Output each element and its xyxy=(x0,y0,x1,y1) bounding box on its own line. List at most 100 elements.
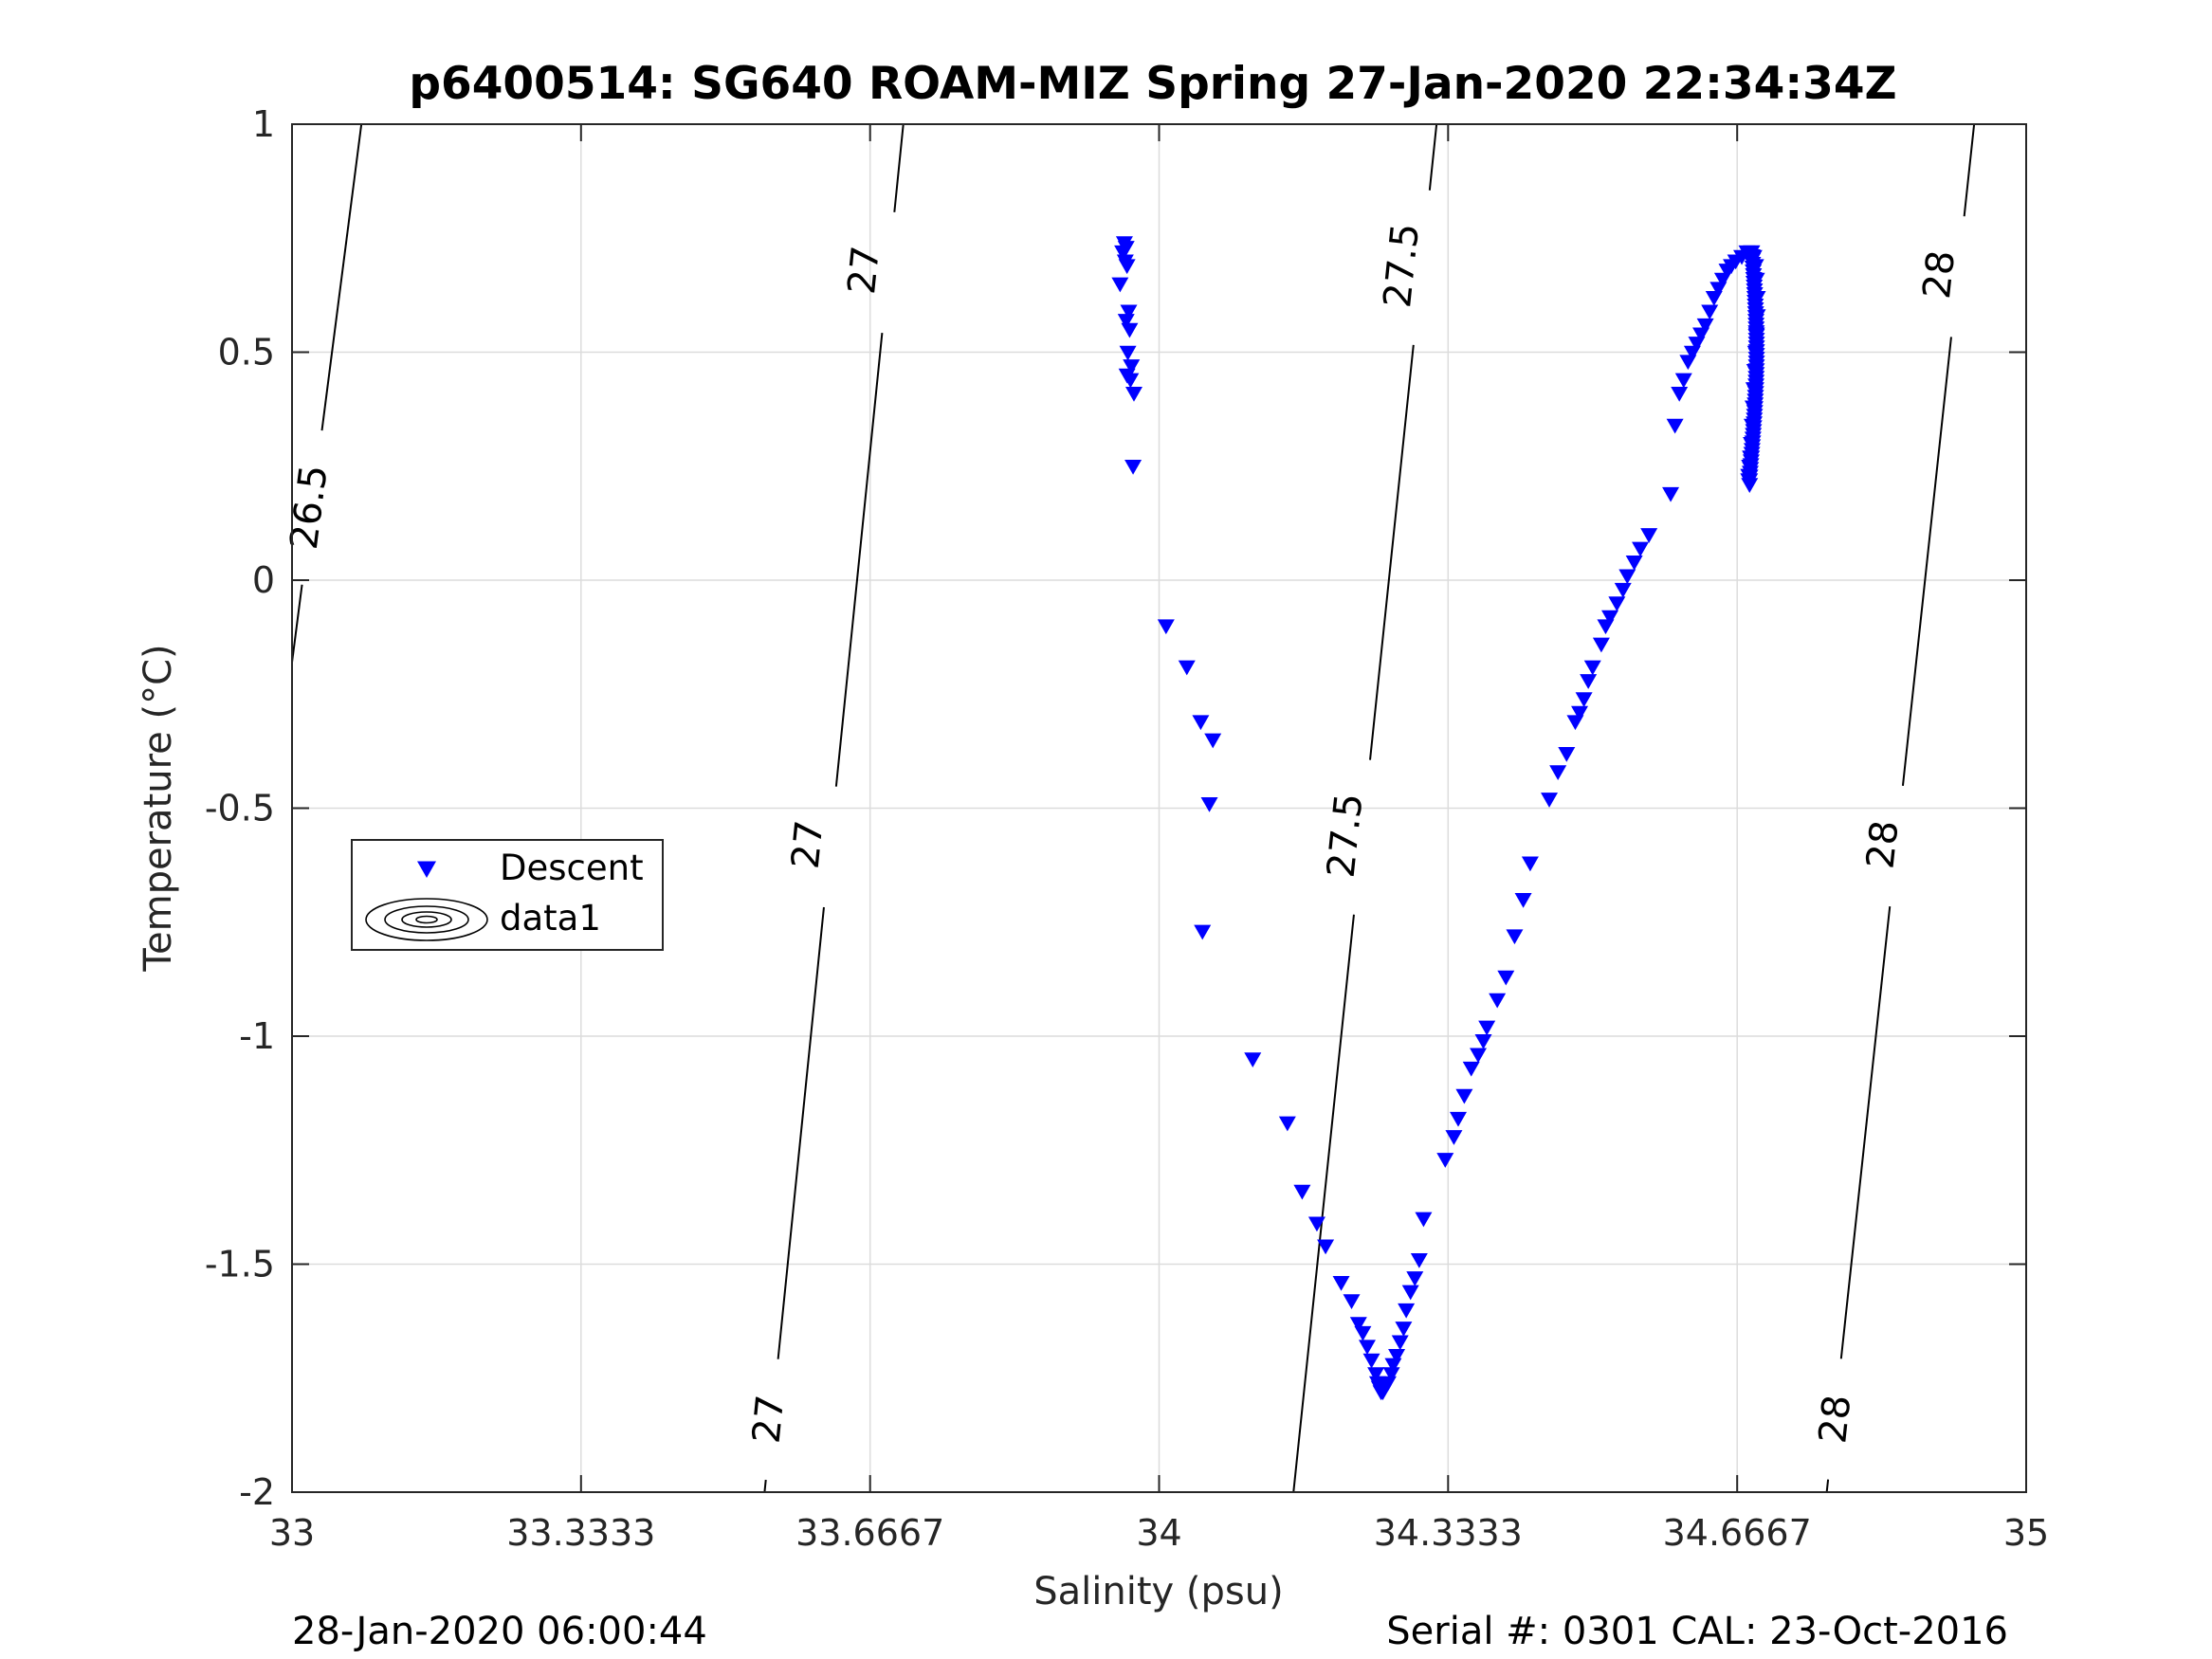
isopycnal-label: 27 xyxy=(784,818,832,870)
descent-marker xyxy=(1121,322,1139,338)
descent-marker xyxy=(1583,660,1601,676)
isopycnal-28-line xyxy=(1825,1479,1830,1493)
descent-marker xyxy=(1436,1153,1454,1168)
isopycnal-27-line xyxy=(763,1479,767,1493)
descent-marker xyxy=(1114,245,1132,261)
descent-marker xyxy=(1244,1052,1262,1068)
descent-marker xyxy=(1445,1130,1463,1145)
descent-marker xyxy=(1640,528,1658,543)
isopycnal-28-line xyxy=(1839,906,1892,1359)
axis-ticks xyxy=(291,123,2027,1493)
isopycnal-26.5-line xyxy=(320,123,363,431)
descent-marker xyxy=(1124,387,1143,402)
x-tick-label: 34.3333 xyxy=(1374,1512,1523,1554)
descent-marker xyxy=(1123,359,1141,374)
isopycnal-label: 28 xyxy=(1811,1393,1859,1446)
isopycnal-27-line xyxy=(777,906,825,1359)
descent-marker xyxy=(1398,1303,1416,1319)
descent-marker xyxy=(1462,1061,1480,1077)
descent-marker xyxy=(1618,569,1636,585)
isopycnal-label: 28 xyxy=(1859,818,1908,871)
descent-marker xyxy=(1349,1317,1367,1333)
descent-marker xyxy=(1601,610,1619,626)
legend-contour-glyph-icon xyxy=(365,898,488,941)
x-tick-label: 35 xyxy=(2003,1512,2049,1554)
descent-marker xyxy=(1111,277,1129,293)
y-tick-label: 0.5 xyxy=(218,332,275,374)
x-tick-label: 33.6667 xyxy=(795,1512,944,1554)
descent-marker xyxy=(1194,924,1212,940)
descent-marker xyxy=(1332,1275,1350,1291)
isopycnal-27-line xyxy=(834,333,884,787)
isopycnal-label: 28 xyxy=(1915,248,1964,301)
y-tick-label: -0.5 xyxy=(205,788,275,830)
y-tick-label: 0 xyxy=(252,559,275,601)
descent-marker xyxy=(1549,765,1567,781)
descent-series xyxy=(1111,236,1766,1401)
descent-marker xyxy=(1696,318,1714,334)
descent-marker xyxy=(1671,387,1689,402)
descent-marker xyxy=(1362,1353,1380,1369)
y-axis-label: Temperature (°C) xyxy=(137,644,180,972)
chart-title: p6400514: SG640 ROAM-MIZ Spring 27-Jan-2… xyxy=(409,58,1896,110)
descent-marker xyxy=(1293,1184,1311,1200)
descent-marker xyxy=(1608,596,1626,612)
descent-marker xyxy=(1632,541,1650,557)
descent-marker xyxy=(1521,856,1539,872)
descent-marker xyxy=(1200,796,1218,812)
isopycnal-label: 27.5 xyxy=(1376,221,1428,309)
descent-marker xyxy=(1367,1367,1385,1382)
y-tick-labels: 1 0.5 0 -0.5 -1 -1.5 -2 xyxy=(205,103,275,1513)
descent-marker xyxy=(1358,1340,1376,1356)
legend: Descent data1 xyxy=(351,839,664,951)
descent-marker xyxy=(1278,1116,1296,1132)
descent-marker xyxy=(1204,733,1222,749)
descent-marker xyxy=(1541,793,1559,808)
descent-marker xyxy=(1558,747,1576,762)
descent-marker xyxy=(1401,1285,1419,1301)
isopycnal-label: 27 xyxy=(745,1393,794,1445)
isopycnal-28-line xyxy=(1901,337,1952,786)
footer-serial-cal: Serial #: 0301 CAL: 23-Oct-2016 xyxy=(1386,1610,2008,1653)
descent-marker xyxy=(1122,373,1140,389)
x-tick-label: 33.3333 xyxy=(506,1512,655,1554)
descent-marker xyxy=(1474,1034,1492,1049)
x-tick-labels: 33 33.3333 33.6667 34 34.3333 34.6667 35 xyxy=(269,1512,2049,1554)
descent-marker xyxy=(1118,259,1136,275)
descent-marker xyxy=(1415,1212,1433,1228)
isopycnal-27-line xyxy=(893,123,905,212)
descent-marker xyxy=(1406,1271,1424,1286)
isopycnal-label: 27 xyxy=(840,244,888,296)
descent-marker xyxy=(1743,245,1761,261)
footer-timestamp: 28-Jan-2020 06:00:44 xyxy=(292,1610,707,1653)
isopycnal-26.5-line xyxy=(291,584,303,663)
descent-marker xyxy=(1192,715,1210,731)
descent-marker xyxy=(1120,304,1138,320)
descent-marker xyxy=(1497,970,1515,986)
y-tick-label: -1 xyxy=(239,1015,275,1057)
isopycnal-label: 27.5 xyxy=(1320,792,1372,880)
descent-marker xyxy=(1470,1048,1488,1064)
descent-marker xyxy=(1478,1020,1496,1036)
descent-marker xyxy=(1506,929,1524,945)
isopycnal-27.5-line xyxy=(1292,914,1355,1493)
descent-marker xyxy=(1119,345,1137,361)
descent-marker xyxy=(1117,314,1135,329)
descent-marker xyxy=(1701,304,1719,320)
y-tick-label: -1.5 xyxy=(205,1244,275,1285)
descent-marker xyxy=(1592,637,1610,653)
legend-descent-marker xyxy=(417,861,436,878)
descent-marker xyxy=(1307,1216,1325,1232)
descent-marker xyxy=(1662,486,1680,502)
x-tick-label: 33 xyxy=(269,1512,315,1554)
descent-marker xyxy=(1391,1335,1409,1351)
descent-marker xyxy=(1178,660,1196,676)
descent-marker xyxy=(1489,993,1507,1009)
descent-marker xyxy=(1614,582,1632,598)
descent-marker xyxy=(1354,1325,1372,1341)
descent-marker xyxy=(1580,674,1598,689)
legend-descent-label: Descent xyxy=(500,848,644,888)
